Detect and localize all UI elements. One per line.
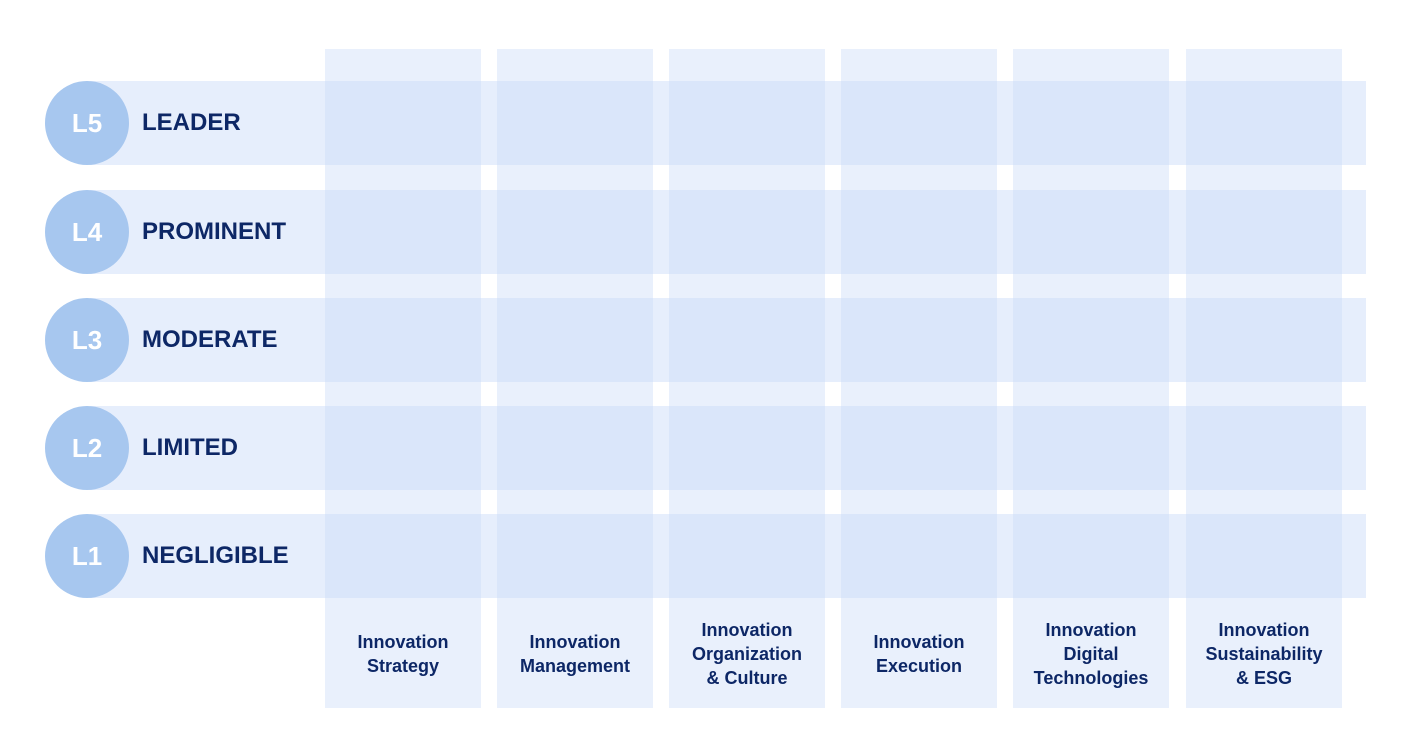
dimension-label: Innovation Digital Technologies bbox=[1033, 620, 1149, 688]
column-band bbox=[841, 49, 997, 708]
column-band bbox=[325, 49, 481, 708]
level-label: PROMINENT bbox=[142, 218, 286, 245]
level-label: LEADER bbox=[142, 109, 241, 136]
dimension-label: Innovation Management bbox=[519, 632, 631, 676]
dimension-label: Innovation Strategy bbox=[357, 632, 449, 676]
row-band-l1 bbox=[90, 514, 1366, 598]
column-band bbox=[1186, 49, 1342, 708]
level-label: LIMITED bbox=[142, 434, 238, 461]
column-band bbox=[669, 49, 825, 708]
row-band-l2 bbox=[90, 406, 1366, 490]
row-band-l5 bbox=[90, 81, 1366, 165]
level-badge: L1 bbox=[45, 514, 129, 598]
dimension-label: Innovation Sustainability & ESG bbox=[1205, 620, 1323, 688]
level-label: NEGLIGIBLE bbox=[142, 542, 289, 569]
column-band bbox=[1013, 49, 1169, 708]
column-band bbox=[497, 49, 653, 708]
level-badge: L5 bbox=[45, 81, 129, 165]
dimension-label: Innovation Organization & Culture bbox=[691, 620, 802, 688]
level-badge: L2 bbox=[45, 406, 129, 490]
level-badge: L4 bbox=[45, 190, 129, 274]
dimension-label: Innovation Execution bbox=[873, 632, 965, 676]
level-label: MODERATE bbox=[142, 326, 278, 353]
row-band-l3 bbox=[90, 298, 1366, 382]
row-band-l4 bbox=[90, 190, 1366, 274]
level-badge: L3 bbox=[45, 298, 129, 382]
